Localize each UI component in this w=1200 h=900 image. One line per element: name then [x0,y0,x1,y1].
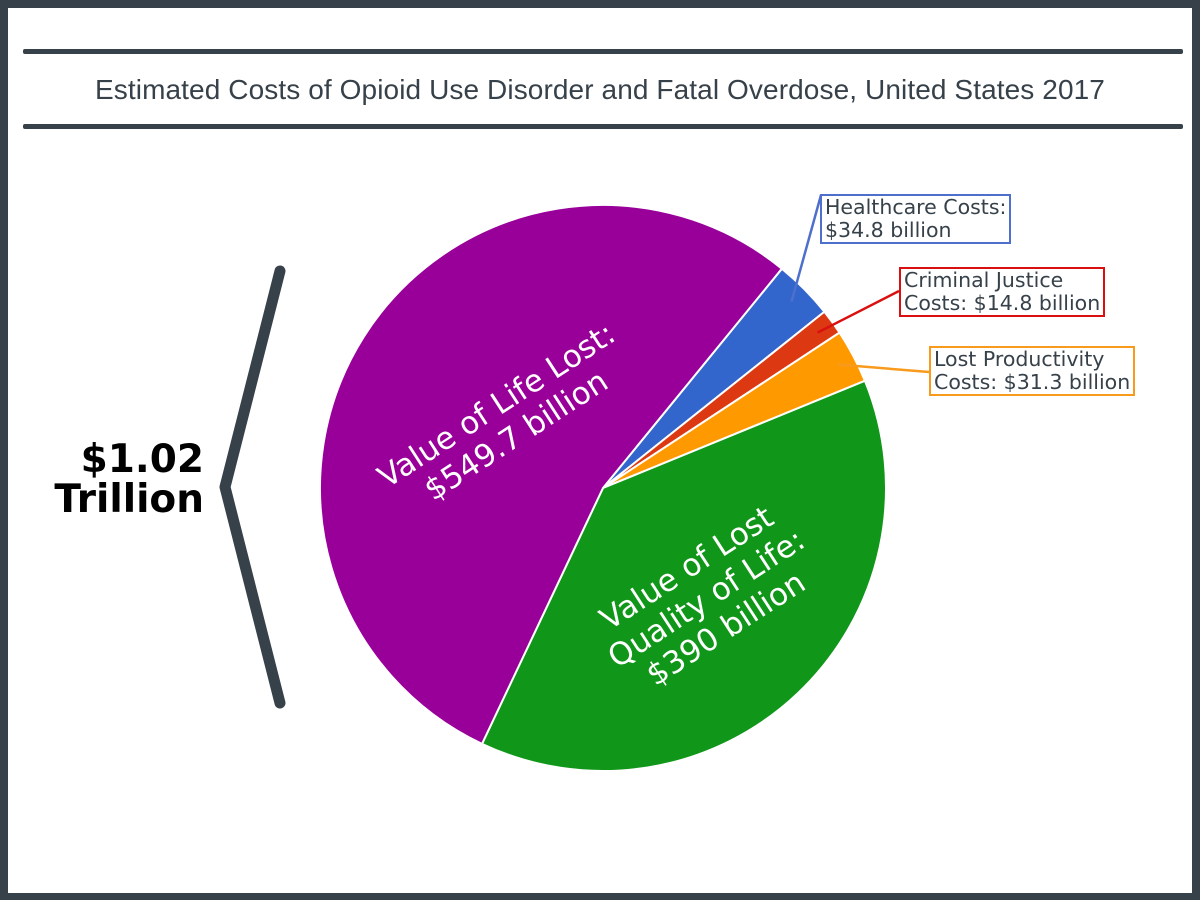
leader-line-healthcare [790,194,823,303]
callout-criminal-justice: Criminal Justice Costs: $14.8 billion [899,267,1106,317]
title-rule-top [23,49,1183,54]
total-unit: Trillion [54,477,204,522]
callout-productivity-line2: Costs: $31.3 billion [934,370,1131,394]
pie-slice-life-lost [319,204,783,745]
callout-criminal-justice-line1: Criminal Justice [904,268,1064,292]
chart-frame: Estimated Costs of Opioid Use Disorder a… [8,8,1192,893]
total-label: $1.02 Trillion [28,440,204,520]
callout-criminal-justice-line2: Costs: $14.8 billion [904,291,1101,315]
callout-productivity: Lost Productivity Costs: $31.3 billion [929,346,1136,396]
pie-slice-quality-of-life [481,379,887,773]
chart-title: Estimated Costs of Opioid Use Disorder a… [95,74,1105,105]
total-amount: $1.02 [80,437,204,482]
callout-productivity-line1: Lost Productivity [934,347,1105,371]
leader-line-criminal-justice [817,289,900,334]
total-brace-icon [219,265,286,709]
title-rule-bottom [23,124,1183,129]
leader-line-productivity [837,363,930,374]
callout-healthcare-line1: Healthcare Costs: [825,195,1007,219]
callout-healthcare: Healthcare Costs: $34.8 billion [820,194,1012,244]
callout-healthcare-line2: $34.8 billion [825,218,952,242]
